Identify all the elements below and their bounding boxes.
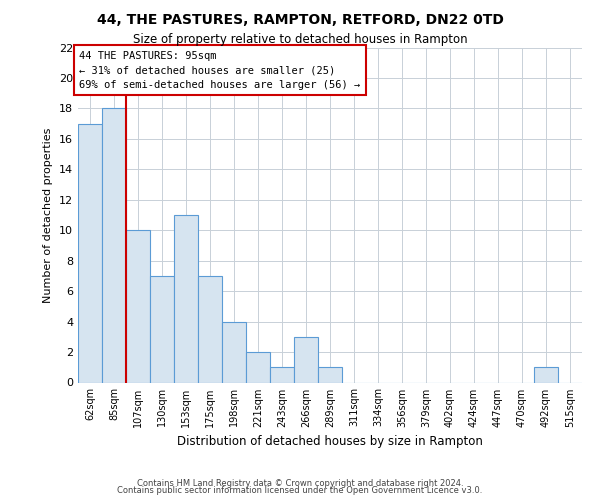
Text: Contains public sector information licensed under the Open Government Licence v3: Contains public sector information licen…	[118, 486, 482, 495]
Bar	[246, 352, 270, 382]
X-axis label: Distribution of detached houses by size in Rampton: Distribution of detached houses by size …	[177, 435, 483, 448]
Text: 44 THE PASTURES: 95sqm
← 31% of detached houses are smaller (25)
69% of semi-det: 44 THE PASTURES: 95sqm ← 31% of detached…	[79, 50, 361, 90]
Bar	[78, 124, 102, 382]
Bar	[150, 276, 174, 382]
Bar	[222, 322, 246, 382]
Bar	[126, 230, 150, 382]
Bar	[294, 337, 318, 382]
Bar	[534, 368, 558, 382]
Text: Size of property relative to detached houses in Rampton: Size of property relative to detached ho…	[133, 32, 467, 46]
Bar	[174, 215, 198, 382]
Bar	[198, 276, 222, 382]
Text: Contains HM Land Registry data © Crown copyright and database right 2024.: Contains HM Land Registry data © Crown c…	[137, 478, 463, 488]
Text: 44, THE PASTURES, RAMPTON, RETFORD, DN22 0TD: 44, THE PASTURES, RAMPTON, RETFORD, DN22…	[97, 12, 503, 26]
Y-axis label: Number of detached properties: Number of detached properties	[43, 128, 53, 302]
Bar	[318, 368, 342, 382]
Bar	[102, 108, 126, 382]
Bar	[270, 368, 294, 382]
